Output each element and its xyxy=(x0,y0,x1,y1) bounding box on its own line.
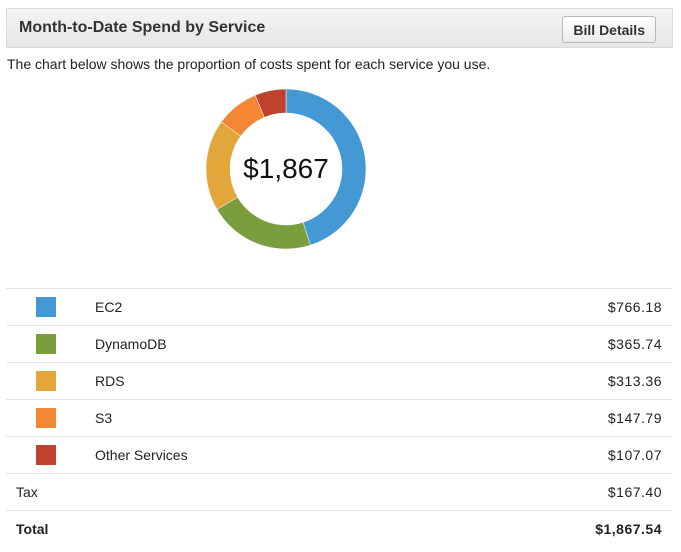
table-row-other-services: Other Services $107.07 xyxy=(6,436,672,473)
legend-swatch-s3 xyxy=(36,408,56,428)
total-label: Total xyxy=(16,521,49,537)
donut-slice-other-services xyxy=(254,89,287,118)
donut-center-total: $1,867 xyxy=(243,153,329,184)
chart-description: The chart below shows the proportion of … xyxy=(7,56,491,72)
table-row-ec2: EC2 $766.18 xyxy=(6,288,672,325)
service-name: RDS xyxy=(95,373,125,389)
legend-swatch-rds xyxy=(36,371,56,391)
legend-swatch-dynamodb xyxy=(36,334,56,354)
total-amount: $1,867.54 xyxy=(595,521,662,537)
table-row-total: Total $1,867.54 xyxy=(6,510,672,547)
table-row-tax: Tax $167.40 xyxy=(6,473,672,510)
table-row-dynamodb: DynamoDB $365.74 xyxy=(6,325,672,362)
service-amount: $107.07 xyxy=(607,447,662,463)
bill-details-button[interactable]: Bill Details xyxy=(562,16,656,43)
table-row-rds: RDS $313.36 xyxy=(6,362,672,399)
panel-title: Month-to-Date Spend by Service xyxy=(19,19,266,36)
service-name: EC2 xyxy=(95,299,123,315)
tax-label: Tax xyxy=(16,484,38,500)
donut-chart: $1,867 xyxy=(206,89,366,249)
service-name: S3 xyxy=(95,410,113,426)
donut-slice-ec2 xyxy=(285,89,366,246)
service-amount: $766.18 xyxy=(607,299,662,315)
service-name: DynamoDB xyxy=(95,336,167,352)
legend-swatch-ec2 xyxy=(36,297,56,317)
service-amount: $365.74 xyxy=(607,336,662,352)
legend-swatch-other-services xyxy=(36,445,56,465)
donut-chart-svg xyxy=(206,89,366,249)
panel-header: Month-to-Date Spend by Service Bill Deta… xyxy=(6,8,673,48)
service-amount: $147.79 xyxy=(607,410,662,426)
table-row-s3: S3 $147.79 xyxy=(6,399,672,436)
service-name: Other Services xyxy=(95,447,188,463)
tax-amount: $167.40 xyxy=(607,484,662,500)
service-amount: $313.36 xyxy=(607,373,662,389)
cost-table: EC2 $766.18 DynamoDB $365.74 RDS $313.36… xyxy=(6,288,672,547)
